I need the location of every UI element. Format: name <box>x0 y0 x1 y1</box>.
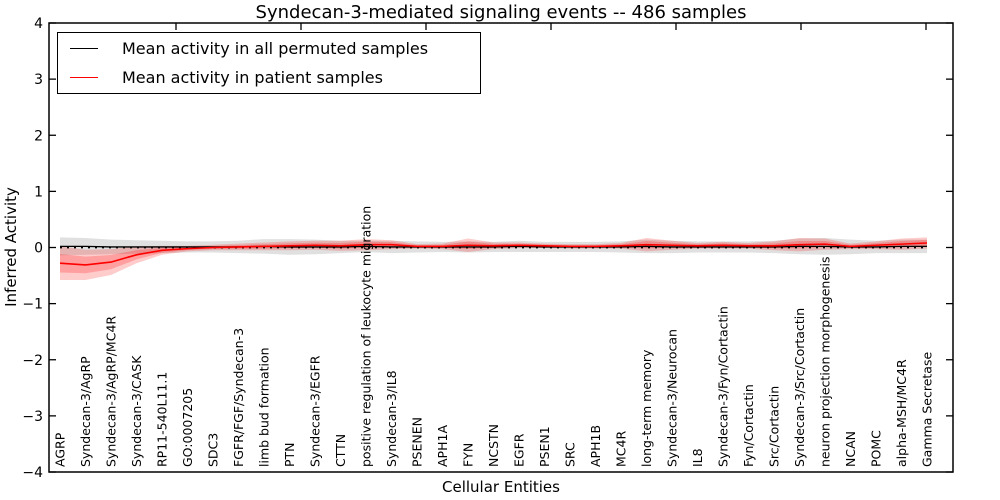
patient-mean-line <box>59 242 928 266</box>
category-label: Syndecan-3/CASK <box>129 355 144 467</box>
category-label: Src/Cortactin <box>767 386 782 467</box>
category-label: RP11-540L11.1 <box>155 372 170 467</box>
category-label: MC4R <box>614 431 629 467</box>
permuted-line-sample <box>70 47 98 49</box>
category-label: Syndecan-3/Fyn/Cortactin <box>716 306 731 467</box>
category-label: CTTN <box>333 434 348 467</box>
category-label: PSENEN <box>410 417 425 467</box>
permuted-mean-line <box>60 245 927 248</box>
y-axis-label: Inferred Activity <box>2 187 20 307</box>
patient-std-band <box>60 237 927 281</box>
category-label: SRC <box>563 442 578 467</box>
y-tick-label: 4 <box>34 16 43 32</box>
category-label: GO:0007205 <box>180 388 195 467</box>
legend-box: Mean activity in all permuted samples Me… <box>57 32 481 94</box>
y-tick-label: 0 <box>34 241 43 257</box>
category-label: Syndecan-3/Neurocan <box>665 329 680 467</box>
category-label: POMC <box>869 430 884 467</box>
y-tick-label: 3 <box>34 72 43 88</box>
legend-item-patient: Mean activity in patient samples <box>58 64 480 92</box>
chart-title: Syndecan-3-mediated signaling events -- … <box>255 2 747 23</box>
category-label: SDC3 <box>206 433 221 467</box>
category-label: NCSTN <box>486 424 501 467</box>
legend-label-patient: Mean activity in patient samples <box>122 68 383 88</box>
y-tick-label: −4 <box>22 465 43 481</box>
category-label: Syndecan-3/Src/Cortactin <box>792 308 807 467</box>
category-label: APH1B <box>588 425 603 467</box>
y-tick-label: −2 <box>22 353 43 369</box>
category-label: IL8 <box>690 448 705 467</box>
category-label: Gamma Secretase <box>920 352 935 467</box>
y-tick-label: −3 <box>22 409 43 425</box>
x-axis-label: Cellular Entities <box>442 478 560 496</box>
category-label: Syndecan-3/AgRP/MC4R <box>104 316 119 467</box>
category-label: PSEN1 <box>537 426 552 467</box>
patient-line-sample <box>70 77 98 79</box>
category-label: Syndecan-3/EGFR <box>308 355 323 467</box>
category-label: limb bud formation <box>257 347 272 467</box>
category-label: PTN <box>282 442 297 467</box>
legend-label-permuted: Mean activity in all permuted samples <box>122 38 429 58</box>
category-label: neuron projection morphogenesis <box>818 256 833 467</box>
category-label: alpha-MSH/MC4R <box>894 359 909 467</box>
patient-inner-band <box>60 239 927 274</box>
y-tick-label: −1 <box>22 297 43 313</box>
category-label: AGRP <box>53 432 68 467</box>
y-tick-label: 2 <box>34 128 43 144</box>
category-label: long-term memory <box>639 349 654 467</box>
legend-item-permuted: Mean activity in all permuted samples <box>58 34 480 62</box>
category-label: NCAN <box>843 431 858 467</box>
category-label: Fyn/Cortactin <box>741 384 756 467</box>
category-label: EGFR <box>512 433 527 467</box>
category-label: APH1A <box>435 425 450 467</box>
category-label: Syndecan-3/AgRP <box>78 356 93 467</box>
category-label: Syndecan-3/IL8 <box>384 370 399 467</box>
category-label: FGFR/FGF/Syndecan-3 <box>231 328 246 467</box>
y-tick-label: 1 <box>34 184 43 200</box>
category-label: positive regulation of leukocyte migrati… <box>359 206 374 467</box>
category-label: FYN <box>461 443 476 467</box>
